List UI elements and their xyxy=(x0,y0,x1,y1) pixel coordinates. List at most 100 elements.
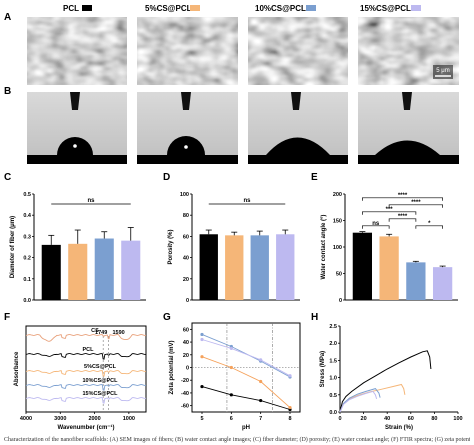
y-tick-label: 20 xyxy=(183,277,189,283)
y-axis-label: Water contact angle (°) xyxy=(321,215,327,280)
legend-label-10cs: 10%CS@PCL xyxy=(255,4,306,13)
x-axis-label: Wavenumber (cm⁻¹) xyxy=(58,424,115,431)
y-tick-label: 2.0 xyxy=(329,341,337,347)
sem-image-pcl xyxy=(27,17,127,85)
plot-frame xyxy=(25,325,147,413)
y-tick-label: 100 xyxy=(180,192,189,198)
bar-3 xyxy=(121,240,141,300)
chart-ftir-spectra: 4000 3000 2000 1000 Wavenumber (cm⁻¹) Absorba… xyxy=(14,325,147,431)
bar-2 xyxy=(406,262,426,300)
y-tick-label: 0 xyxy=(186,298,189,304)
chart-fiber-diameter: 0.0 0.1 0.2 0.3 0.4 0.5 Diameter of fiber (μm)… xyxy=(10,192,146,304)
data-point xyxy=(229,365,233,370)
y-tick-label: 60 xyxy=(183,327,189,333)
sem-image-10cs xyxy=(248,17,348,85)
y-tick-label: 20 xyxy=(183,353,189,359)
chart-porosity: 0 20 40 60 80 100 Porosity (%) ns xyxy=(168,192,300,304)
bar-2 xyxy=(250,235,269,300)
significance-bracket xyxy=(415,225,443,229)
y-axis-label: Stress (MPa) xyxy=(320,351,326,387)
legend-label-5cs: 5%CS@PCL xyxy=(145,4,192,13)
y-tick-label: 0.2 xyxy=(23,256,31,262)
y-tick-label: 100 xyxy=(333,245,342,251)
panel-label-d: D xyxy=(163,172,170,183)
significance-label: *** xyxy=(386,207,394,213)
spectrum-line-0 xyxy=(25,334,147,342)
significance-bracket xyxy=(388,218,417,222)
spectrum-label: 10%CS@PCL xyxy=(82,378,118,384)
y-tick-label: 0 xyxy=(186,366,189,372)
significance-label: ns xyxy=(87,198,95,204)
series-line-1 xyxy=(201,356,291,408)
panel-label-c: C xyxy=(4,172,11,183)
y-tick-label: 0.5 xyxy=(23,192,31,198)
x-tick-label: 40 xyxy=(384,416,390,422)
significance-label: **** xyxy=(398,214,408,220)
y-tick-label: 40 xyxy=(183,340,189,346)
y-tick-label: 0.4 xyxy=(23,213,32,219)
y-tick-label: 60 xyxy=(183,234,189,240)
data-point xyxy=(259,358,263,362)
sem-images: 5 μm xyxy=(27,17,459,85)
bar-0 xyxy=(352,232,373,300)
spectrum-line-1 xyxy=(25,353,147,360)
x-tick-label: 0 xyxy=(338,416,341,422)
significance-label: * xyxy=(428,221,431,227)
x-tick-label: 20 xyxy=(361,416,367,422)
y-tick-label: -20 xyxy=(181,378,189,384)
y-tick-label: -40 xyxy=(181,391,189,397)
x-tick-label: 60 xyxy=(408,416,414,422)
bar-2 xyxy=(94,238,114,300)
y-tick-label: 1.5 xyxy=(329,358,337,364)
data-point xyxy=(229,346,233,351)
series-line-0 xyxy=(201,386,291,410)
panel-label-h: H xyxy=(311,312,318,323)
panel-label-e: E xyxy=(311,172,318,183)
data-point xyxy=(229,393,233,397)
legend-swatch-10cs xyxy=(306,5,316,11)
significance-bracket xyxy=(388,204,443,208)
spectrum-label: PCL xyxy=(83,347,95,353)
spectrum-label: 15%CS@PCL xyxy=(82,391,118,397)
panel-label-g: G xyxy=(163,312,171,323)
y-tick-label: -60 xyxy=(181,404,189,410)
legend-swatch-5cs xyxy=(190,5,200,11)
droplet-image-15cs xyxy=(358,92,459,164)
x-tick-label: 5 xyxy=(200,416,203,422)
data-point xyxy=(200,332,204,337)
legend: PCL 5%CS@PCL 10%CS@PCL 15%CS@PCL xyxy=(63,4,421,13)
significance-bracket xyxy=(362,197,443,201)
droplet-image-5cs xyxy=(137,92,238,164)
data-point xyxy=(288,405,292,410)
y-tick-label: 40 xyxy=(183,256,189,262)
bar-1 xyxy=(225,235,244,300)
bar-0 xyxy=(199,234,218,300)
panel-label-a: A xyxy=(4,12,11,23)
data-point xyxy=(200,355,204,359)
x-tick-label: 4000 xyxy=(20,416,32,422)
bar-3 xyxy=(432,267,453,300)
stress-strain-curve-0 xyxy=(339,350,432,413)
y-tick-label: 50 xyxy=(336,272,342,278)
series-line-2 xyxy=(201,333,291,378)
y-axis-label: Zeta potential (mV) xyxy=(169,340,175,394)
sem-image-5cs xyxy=(137,17,238,85)
peak-label: 1749 xyxy=(95,330,107,336)
x-tick-label: 7 xyxy=(259,416,262,422)
panel-label-b: B xyxy=(4,86,11,97)
y-tick-label: 80 xyxy=(183,213,189,219)
droplet-image-pcl xyxy=(27,92,127,164)
spectrum-label: CS xyxy=(91,328,99,334)
chart-zeta-potential: -60 -40 -20 0 20 40 60 5 6 7 8 pH Zeta potential (mV… xyxy=(169,322,301,431)
bar-3 xyxy=(276,234,295,300)
stress-strain-curve-2 xyxy=(339,388,381,413)
y-axis-label: Porosity (%) xyxy=(168,229,174,264)
legend-label-pcl: PCL xyxy=(63,4,79,13)
significance-label: ns xyxy=(243,198,251,204)
x-axis-label: Strain (%) xyxy=(385,425,413,431)
x-tick-label: 1000 xyxy=(123,416,135,422)
data-point xyxy=(288,374,292,378)
y-tick-label: 0.5 xyxy=(329,393,337,399)
series-line-3 xyxy=(201,339,291,377)
